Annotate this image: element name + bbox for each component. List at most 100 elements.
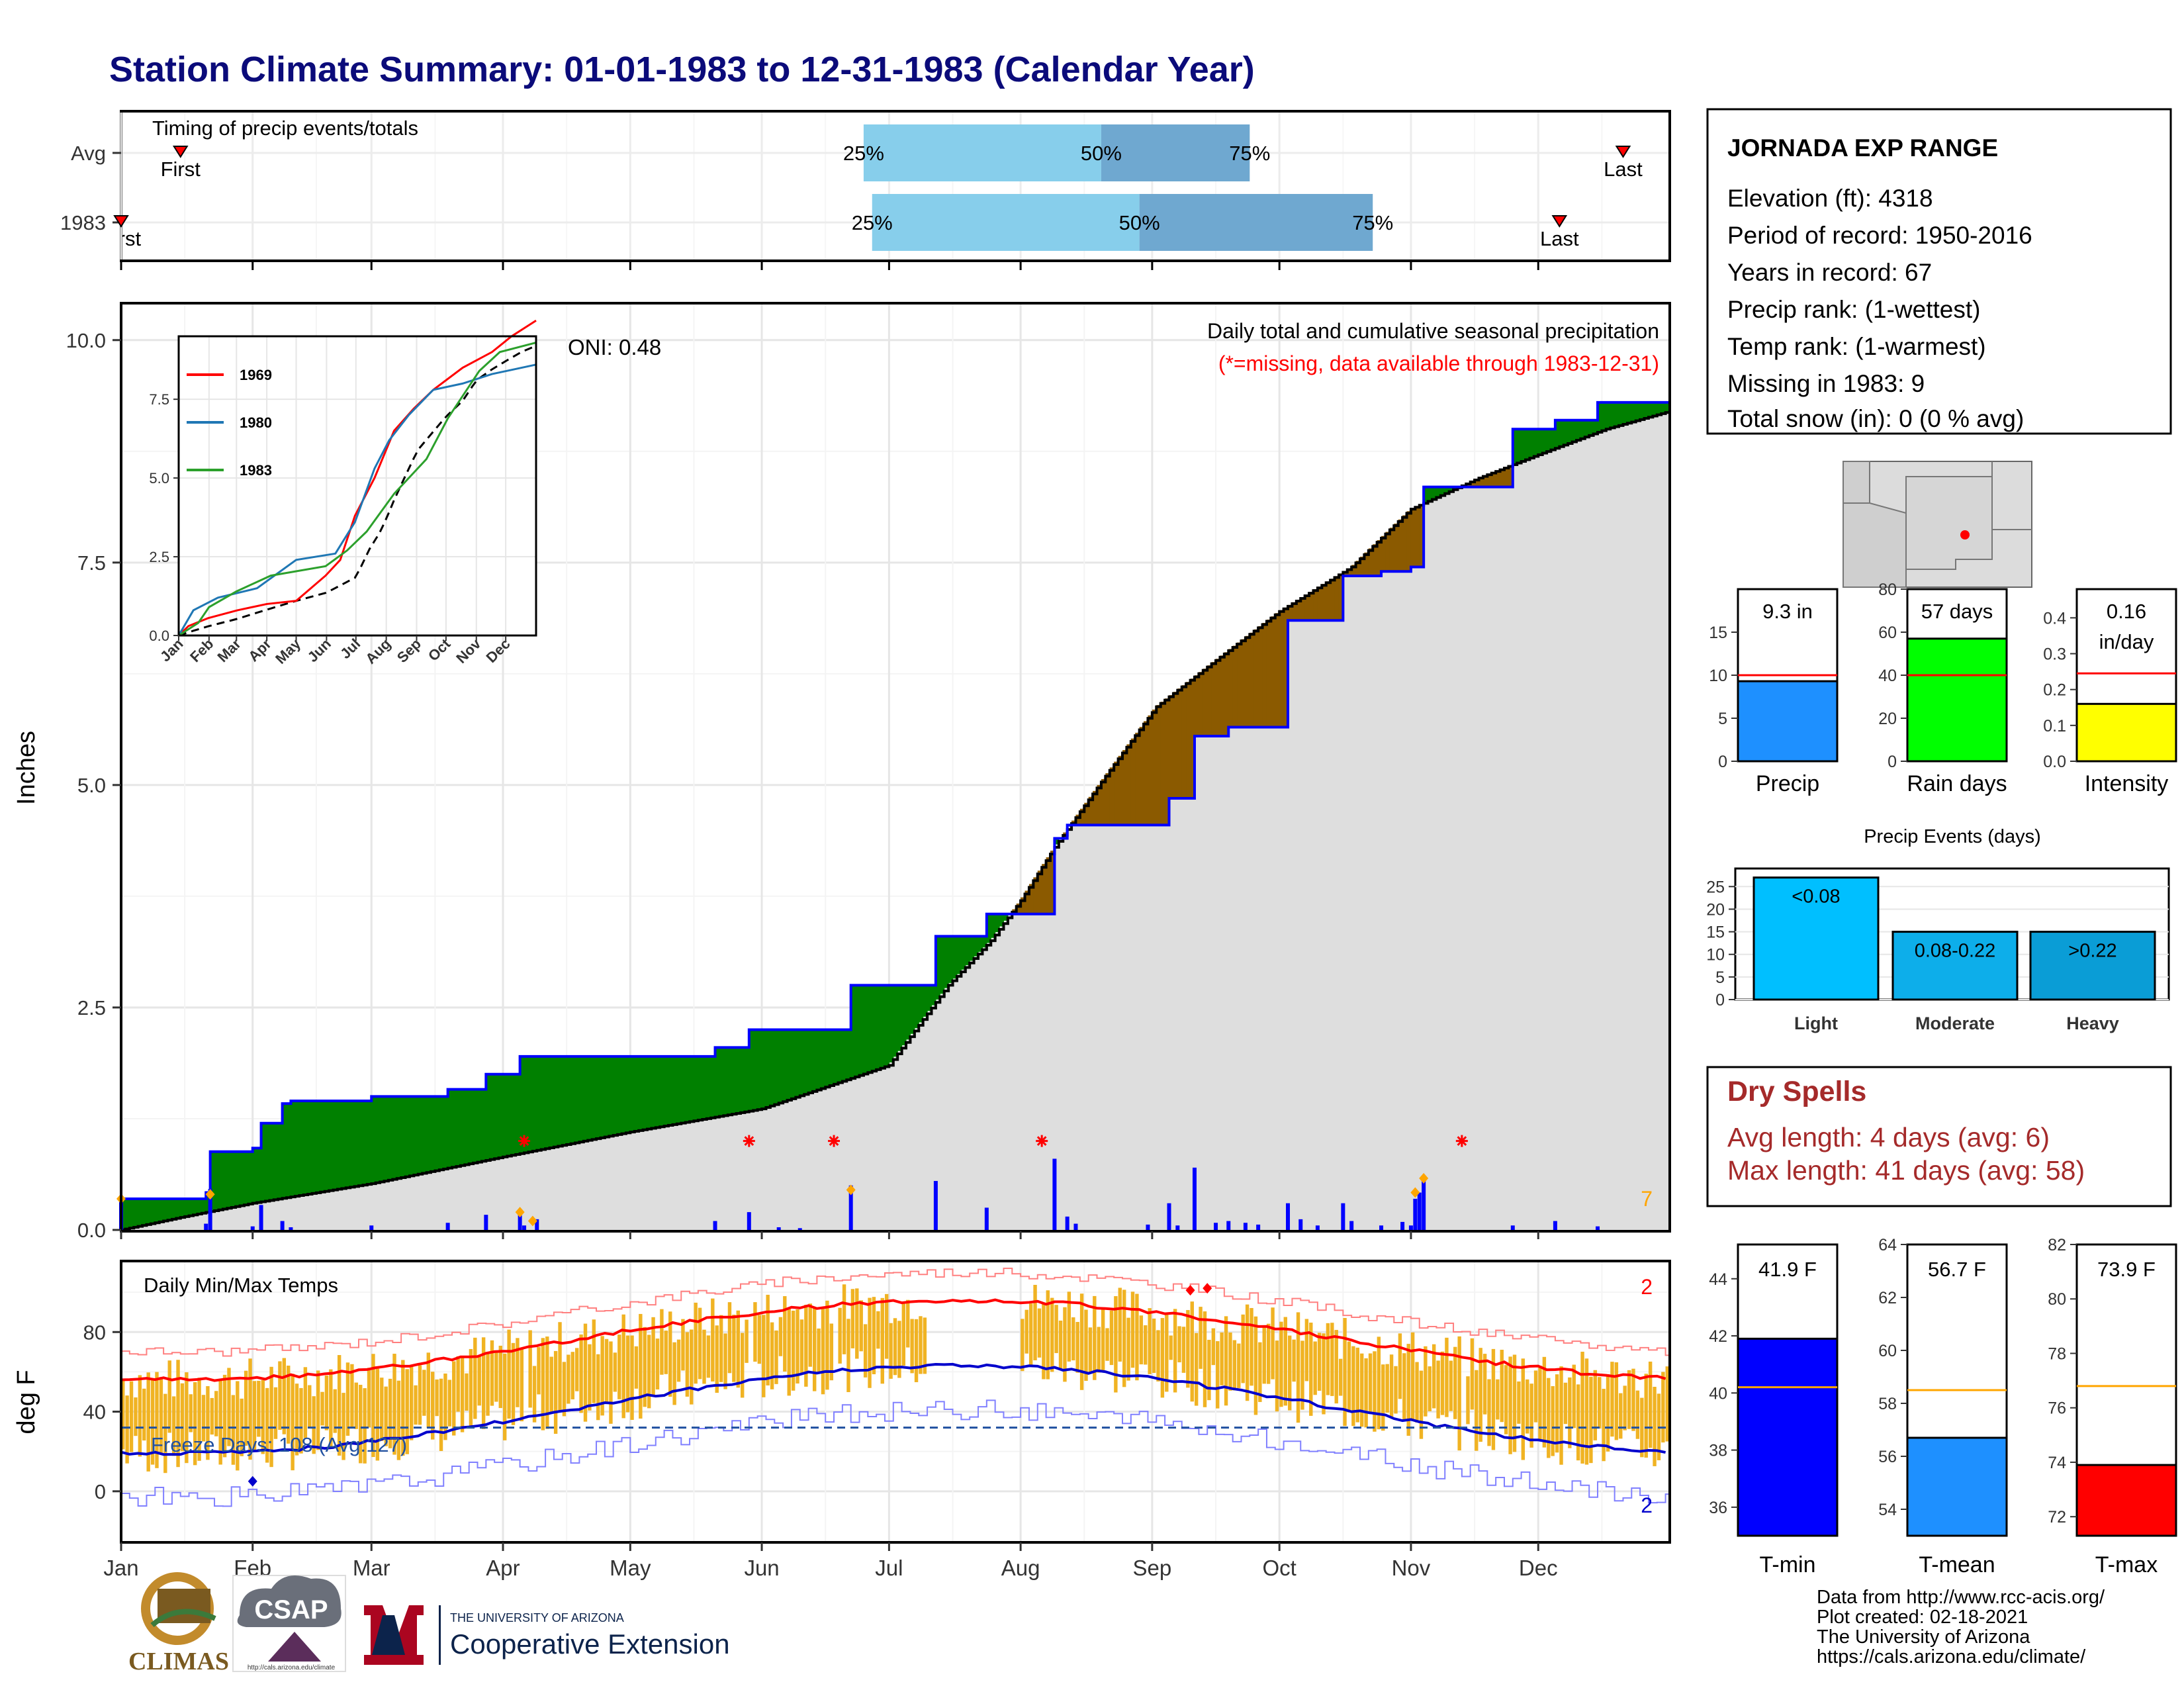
precip-below-average-fill bbox=[1228, 649, 1234, 727]
precip-above-average-fill bbox=[588, 1056, 593, 1141]
precip-above-average-fill bbox=[817, 1029, 822, 1090]
temp-daily-bar bbox=[214, 1391, 218, 1436]
temp-bar-y-tick-label: 42 bbox=[1709, 1327, 1727, 1346]
temp-daily-bar bbox=[287, 1365, 291, 1444]
month-label: Dec bbox=[1519, 1556, 1558, 1580]
precip-above-average-fill bbox=[1593, 420, 1598, 434]
temp-daily-bar bbox=[481, 1337, 486, 1429]
precip-above-average-fill bbox=[604, 1056, 610, 1137]
precip-below-average-fill bbox=[1491, 472, 1496, 487]
temp-daily-bar bbox=[817, 1328, 821, 1374]
precip-below-average-fill bbox=[1475, 479, 1480, 487]
inset-y-tick-label: 7.5 bbox=[149, 391, 169, 408]
temp-daily-bar bbox=[431, 1372, 435, 1440]
temp-daily-bar bbox=[923, 1317, 927, 1374]
temp-daily-bar bbox=[1343, 1318, 1347, 1427]
logos: CLIMAS CSAP http://cals.arizona.edu/clim… bbox=[128, 1572, 730, 1675]
temp-daily-bar bbox=[672, 1342, 676, 1405]
precip-above-average-fill bbox=[1559, 420, 1565, 446]
csap-url: http://cals.arizona.edu/climate bbox=[248, 1664, 336, 1671]
temp-daily-bar bbox=[269, 1366, 273, 1468]
precip-daily-bar bbox=[933, 1181, 938, 1230]
precip-above-average-fill bbox=[210, 1151, 215, 1211]
record-low-marker bbox=[248, 1476, 257, 1487]
temp-daily-bar bbox=[1216, 1341, 1220, 1409]
temp-daily-bar bbox=[1631, 1368, 1635, 1431]
precip-below-average-fill bbox=[1292, 602, 1297, 621]
precip-above-average-fill bbox=[770, 1029, 775, 1105]
temp-daily-bar bbox=[502, 1353, 507, 1440]
precip-above-average-fill bbox=[248, 1151, 253, 1204]
temp-daily-bar bbox=[465, 1373, 469, 1411]
precip-event-diamond bbox=[1419, 1173, 1429, 1184]
temp-daily-bar bbox=[910, 1319, 914, 1374]
precip-above-average-fill bbox=[197, 1198, 203, 1214]
precip-above-average-fill bbox=[465, 1089, 470, 1164]
precip-metric-bars: 9.3 in 0 5 10 15 Precip 57 days 0 20 40 60 80 Rain d… bbox=[1709, 581, 2177, 796]
timing-bar-50-75 bbox=[1139, 194, 1373, 251]
temp-daily-bar bbox=[643, 1327, 647, 1407]
station-period: Period of record: 1950-2016 bbox=[1727, 222, 2032, 249]
event-bar-label: Heavy bbox=[2066, 1013, 2119, 1033]
temp-daily-bar bbox=[439, 1378, 443, 1451]
temp-daily-bar bbox=[1309, 1323, 1313, 1416]
temp-daily-bar bbox=[473, 1337, 477, 1419]
temp-daily-bar bbox=[906, 1299, 910, 1348]
precip-y-tick-label: 10.0 bbox=[66, 329, 106, 352]
events-y-tick-label: 10 bbox=[1706, 946, 1725, 964]
temp-daily-bar bbox=[821, 1308, 825, 1395]
temp-daily-bar bbox=[685, 1332, 690, 1397]
temp-daily-bar bbox=[176, 1360, 180, 1468]
month-label: Apr bbox=[486, 1556, 520, 1580]
temp-daily-bar bbox=[1075, 1321, 1079, 1373]
temp-daily-bar bbox=[1661, 1372, 1665, 1443]
temp-daily-bar bbox=[1576, 1384, 1580, 1461]
precip-above-average-fill bbox=[201, 1198, 206, 1213]
precip-above-average-fill bbox=[516, 1074, 521, 1154]
precip-above-average-fill bbox=[727, 1047, 733, 1115]
temp-daily-bar bbox=[125, 1395, 129, 1464]
temp-daily-bar bbox=[282, 1358, 287, 1434]
small-bar-value bbox=[1906, 637, 2008, 763]
precip-daily-bar bbox=[535, 1219, 539, 1230]
temp-y-axis-label: deg F bbox=[13, 1370, 40, 1434]
precip-below-average-fill bbox=[1338, 573, 1343, 621]
event-bar bbox=[1752, 876, 1880, 1001]
precip-above-average-fill bbox=[613, 1056, 618, 1135]
precip-above-average-fill bbox=[1428, 487, 1433, 500]
temp-daily-bar bbox=[791, 1310, 796, 1391]
precip-above-average-fill bbox=[549, 1056, 555, 1148]
temp-daily-bar bbox=[681, 1319, 685, 1371]
temp-daily-bar bbox=[1529, 1383, 1533, 1448]
precip-below-average-fill bbox=[1309, 592, 1314, 621]
record-min-line bbox=[122, 1399, 1668, 1507]
temp-daily-bar bbox=[757, 1315, 762, 1364]
temp-daily-bar bbox=[634, 1346, 639, 1389]
precip-above-average-fill bbox=[388, 1096, 393, 1180]
precip-above-average-fill bbox=[634, 1056, 639, 1131]
precip-daily-bar bbox=[1408, 1225, 1413, 1230]
temp-daily-bar bbox=[273, 1387, 278, 1439]
timing-title: Timing of precip events/totals bbox=[152, 117, 418, 140]
temp-daily-bar bbox=[1258, 1342, 1262, 1402]
precip-above-average-fill bbox=[910, 985, 915, 1034]
temp-daily-bar bbox=[567, 1354, 570, 1404]
precip-above-average-fill bbox=[698, 1056, 703, 1120]
precip-above-average-fill bbox=[706, 1056, 711, 1119]
precip-above-average-fill bbox=[469, 1089, 474, 1164]
precip-above-average-fill bbox=[422, 1096, 428, 1173]
precip-below-average-fill bbox=[1317, 586, 1322, 621]
precip-above-average-fill bbox=[443, 1096, 449, 1169]
temp-daily-bar bbox=[486, 1353, 490, 1416]
temp-daily-bar bbox=[736, 1310, 740, 1388]
precip-below-average-fill bbox=[1084, 802, 1089, 825]
precip-below-average-fill bbox=[1288, 604, 1293, 621]
temp-daily-bar bbox=[494, 1350, 498, 1402]
precip-above-average-fill bbox=[880, 985, 886, 1068]
precip-above-average-fill bbox=[889, 985, 894, 1062]
precip-below-average-fill bbox=[1245, 635, 1250, 727]
temp-daily-bar bbox=[1021, 1319, 1024, 1372]
temp-title: Daily Min/Max Temps bbox=[144, 1274, 338, 1297]
temp-daily-bar bbox=[1542, 1356, 1547, 1448]
precip-below-average-fill bbox=[1194, 675, 1199, 736]
